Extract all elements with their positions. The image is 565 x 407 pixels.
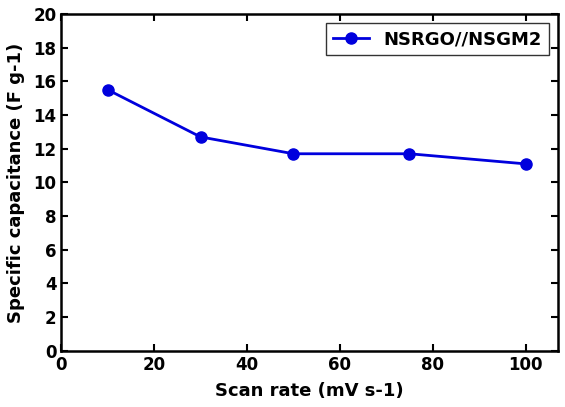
- NSRGO//NSGM2: [522, 162, 529, 166]
- NSRGO//NSGM2: [290, 151, 297, 156]
- Y-axis label: Specific capacitance (F g-1): Specific capacitance (F g-1): [7, 42, 25, 322]
- X-axis label: Scan rate (mV s-1): Scan rate (mV s-1): [215, 382, 404, 400]
- NSRGO//NSGM2: [105, 88, 111, 92]
- Line: NSRGO//NSGM2: NSRGO//NSGM2: [102, 84, 531, 169]
- Legend: NSRGO//NSGM2: NSRGO//NSGM2: [325, 23, 549, 55]
- NSRGO//NSGM2: [197, 134, 204, 139]
- NSRGO//NSGM2: [406, 151, 413, 156]
